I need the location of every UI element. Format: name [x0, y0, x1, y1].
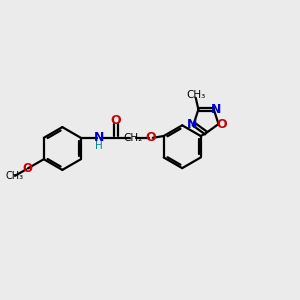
- Text: O: O: [22, 162, 32, 175]
- Text: O: O: [216, 118, 226, 131]
- Text: H: H: [95, 141, 103, 151]
- Text: CH₃: CH₃: [6, 171, 24, 181]
- Text: N: N: [94, 131, 104, 144]
- Text: O: O: [110, 114, 121, 127]
- Text: CH₂: CH₂: [124, 133, 143, 143]
- Text: N: N: [211, 103, 221, 116]
- Text: O: O: [146, 131, 156, 144]
- Text: N: N: [186, 118, 197, 131]
- Text: CH₃: CH₃: [187, 89, 206, 100]
